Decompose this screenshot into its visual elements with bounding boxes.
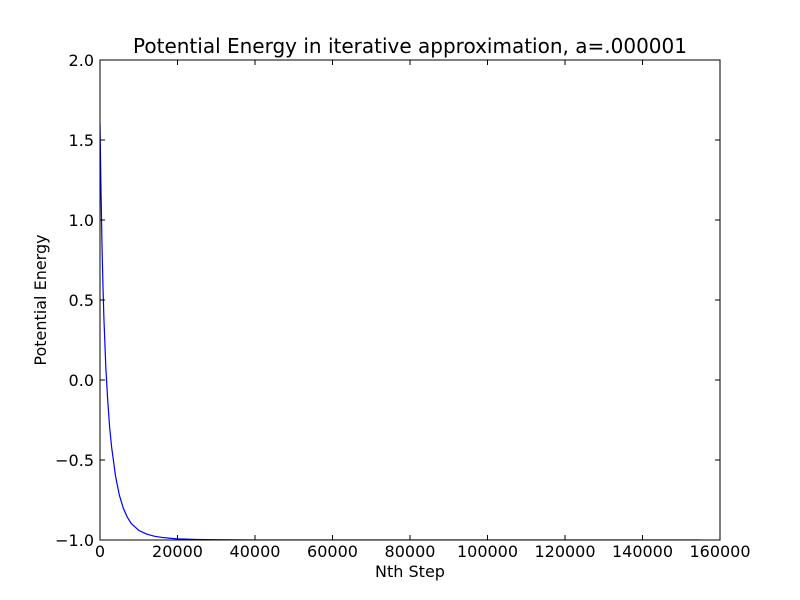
y-tick-label: 0.5 xyxy=(69,291,94,310)
plot-area: 0 20000 40000 60000 80000 100000 120000 140000 1… xyxy=(55,51,750,561)
x-tick-label: 0 xyxy=(95,542,105,561)
y-tick-label: 1.5 xyxy=(69,131,94,150)
x-axis-label: Nth Step xyxy=(375,562,445,581)
y-axis-label: Potential Energy xyxy=(31,234,50,365)
series-line-0 xyxy=(100,123,701,540)
x-tick-label: 60000 xyxy=(307,542,358,561)
chart-title: Potential Energy in iterative approximat… xyxy=(133,34,687,58)
x-tick-label: 80000 xyxy=(385,542,436,561)
y-tick-label: 1.0 xyxy=(69,211,94,230)
x-tick-label: 160000 xyxy=(689,542,750,561)
x-tick-label: 140000 xyxy=(612,542,673,561)
y-tick-label: −1.0 xyxy=(55,531,94,550)
y-tick-label: −0.5 xyxy=(55,451,94,470)
x-tick-label: 100000 xyxy=(457,542,518,561)
x-tick-label: 20000 xyxy=(152,542,203,561)
x-tick-label: 120000 xyxy=(534,542,595,561)
x-tick-label: 40000 xyxy=(230,542,281,561)
y-tick-label: 0.0 xyxy=(69,371,94,390)
y-tick-label: 2.0 xyxy=(69,51,94,70)
